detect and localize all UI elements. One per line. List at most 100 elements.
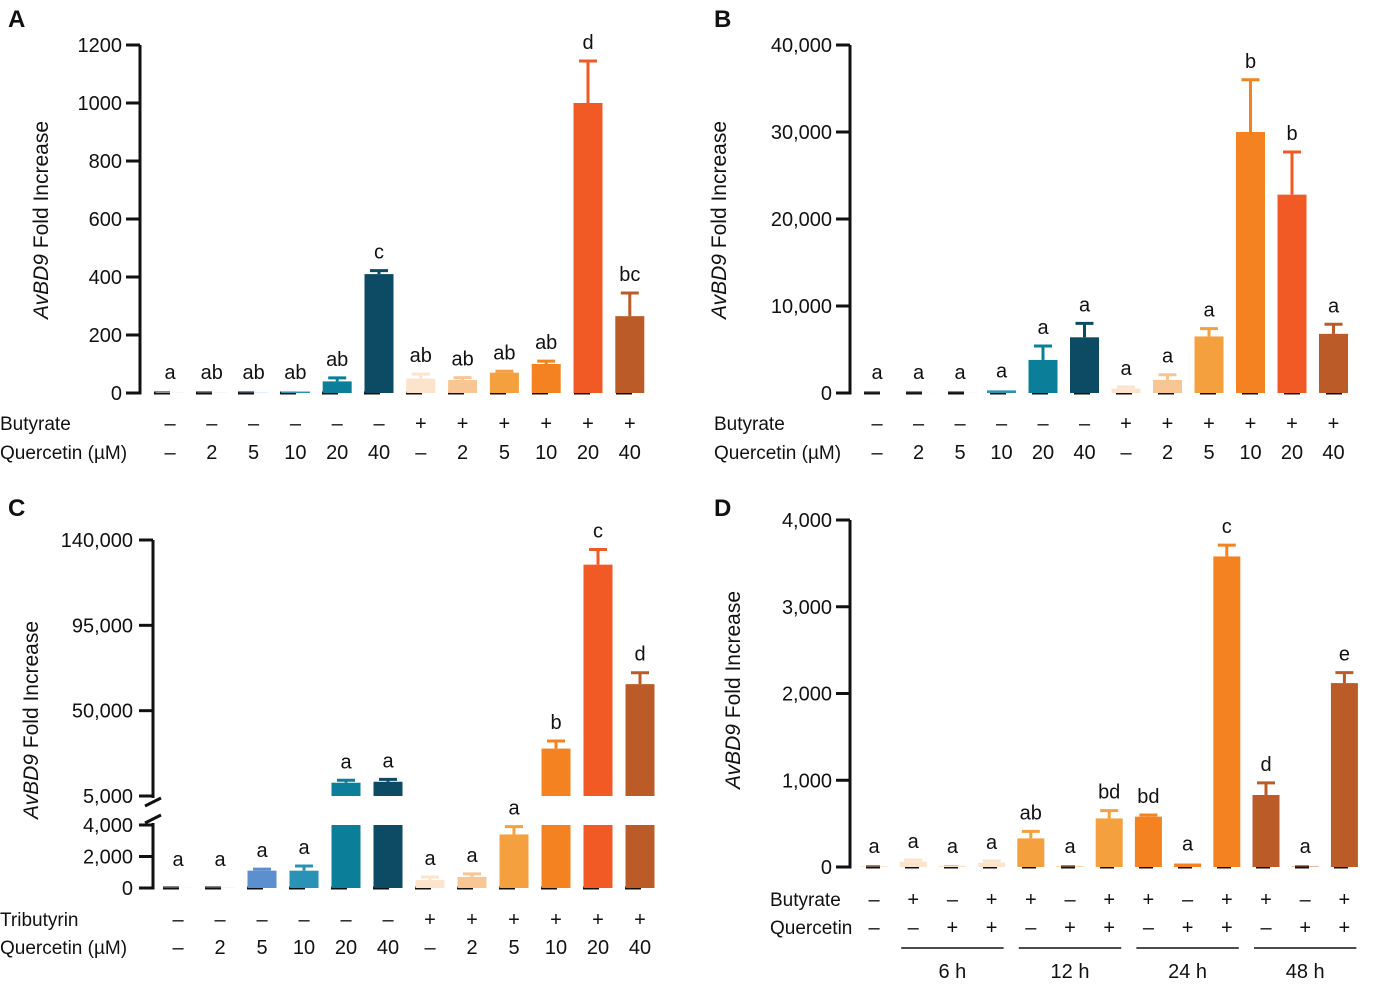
data-upper-bar	[583, 564, 613, 796]
row2-cell: +	[1339, 917, 1351, 939]
row2-cell: +	[1064, 917, 1076, 939]
row2-cell: +	[1221, 917, 1233, 939]
row2-cell: 10	[1239, 442, 1261, 464]
row1-cell: –	[913, 413, 925, 435]
row1-cell: +	[1328, 413, 1340, 435]
significance-label: d	[582, 32, 593, 54]
row2-cell: 5	[499, 442, 510, 464]
row2-cell: –	[1025, 917, 1037, 939]
significance-label: b	[550, 712, 561, 734]
significance-label: ab	[284, 362, 306, 384]
row1-cell: +	[499, 413, 511, 435]
data-bar	[1174, 863, 1202, 867]
row1-cell: –	[172, 909, 184, 931]
significance-label: e	[1339, 644, 1350, 666]
row2-cell: 20	[1281, 442, 1303, 464]
row2-cell: 5	[256, 937, 267, 959]
row1-cell: +	[907, 889, 919, 911]
panel-letter: D	[714, 495, 731, 522]
significance-label: a	[1182, 834, 1194, 856]
row2-cell: 10	[284, 442, 306, 464]
data-bar	[1070, 337, 1099, 393]
row2-cell: –	[1260, 917, 1272, 939]
row1-cell: –	[206, 413, 218, 435]
significance-label: a	[913, 362, 925, 384]
y-axis-label-text: Fold Increase	[722, 591, 745, 724]
row2-cell: +	[1182, 917, 1194, 939]
data-bar	[1319, 333, 1348, 393]
data-bar	[489, 372, 519, 393]
significance-label: a	[298, 837, 310, 859]
y-tick-label: 50,000	[72, 701, 133, 723]
row1-cell: +	[986, 889, 998, 911]
row1-cell: –	[298, 909, 310, 931]
row1-cell: +	[1203, 413, 1215, 435]
row2-cell: 20	[1032, 442, 1054, 464]
data-bar	[247, 870, 277, 888]
significance-label: bd	[1137, 786, 1159, 808]
data-bar	[1252, 794, 1280, 867]
y-tick-label: 140,000	[61, 530, 133, 552]
row1-cell: +	[1025, 889, 1037, 911]
y-axis-label-text: Fold Increase	[708, 121, 731, 254]
significance-label: ab	[493, 342, 515, 364]
data-lower-bar	[331, 825, 361, 888]
data-bar	[322, 381, 352, 393]
significance-label: a	[164, 362, 176, 384]
group-label: 6 h	[938, 961, 966, 983]
significance-label: ab	[201, 362, 223, 384]
significance-label: d	[634, 644, 645, 666]
y-axis-label: AvBD9 Fold Increase	[30, 121, 53, 321]
y-axis-label-text: Fold Increase	[30, 121, 53, 254]
row2-cell: 40	[629, 937, 651, 959]
row1-cell: –	[256, 909, 268, 931]
significance-label: bd	[1098, 782, 1120, 804]
data-upper-bar	[625, 684, 655, 796]
significance-label: a	[908, 831, 920, 853]
significance-label: a	[1120, 358, 1132, 380]
data-bar	[1134, 816, 1162, 867]
row2-cell: –	[424, 937, 436, 959]
row2-cell: 10	[545, 937, 567, 959]
significance-label: a	[424, 848, 436, 870]
significance-label: a	[382, 750, 394, 772]
data-upper-bar	[331, 782, 361, 796]
row2-cell: 20	[335, 937, 357, 959]
significance-label: ab	[326, 349, 348, 371]
row2-cell: –	[871, 442, 883, 464]
row1-cell: +	[457, 413, 469, 435]
significance-label: b	[1286, 123, 1297, 145]
significance-label: a	[996, 361, 1008, 383]
data-bar	[448, 379, 478, 393]
significance-label: a	[871, 362, 883, 384]
y-tick-label: 3,000	[782, 597, 832, 619]
row2-label: Quercetin (µM)	[0, 443, 127, 464]
row1-cell: –	[214, 909, 226, 931]
row1-label: Butyrate	[770, 890, 841, 911]
panel-letter: C	[8, 495, 25, 522]
row1-cell: +	[424, 909, 436, 931]
y-tick-label: 5,000	[83, 786, 133, 808]
row2-cell: 40	[619, 442, 641, 464]
row2-cell: 2	[1162, 442, 1173, 464]
row2-cell: –	[868, 917, 880, 939]
significance-label: ab	[242, 362, 264, 384]
row1-cell: +	[1103, 889, 1115, 911]
data-bar	[1017, 838, 1045, 867]
significance-label: a	[1079, 294, 1091, 316]
y-axis-label: AvBD9 Fold Increase	[708, 121, 731, 321]
significance-label: a	[466, 845, 478, 867]
row2-cell: 2	[206, 442, 217, 464]
data-bar	[1153, 379, 1182, 393]
row2-cell: –	[172, 937, 184, 959]
row1-cell: +	[582, 413, 594, 435]
data-bar	[155, 392, 185, 393]
significance-label: bc	[619, 264, 640, 286]
row2-cell: –	[908, 917, 920, 939]
significance-label: c	[593, 520, 603, 542]
row2-cell: –	[1120, 442, 1132, 464]
y-axis-label-gene: AvBD9	[30, 254, 53, 321]
significance-label: a	[172, 849, 184, 871]
axis-break-mark	[144, 813, 162, 825]
y-tick-label: 95,000	[72, 615, 133, 637]
